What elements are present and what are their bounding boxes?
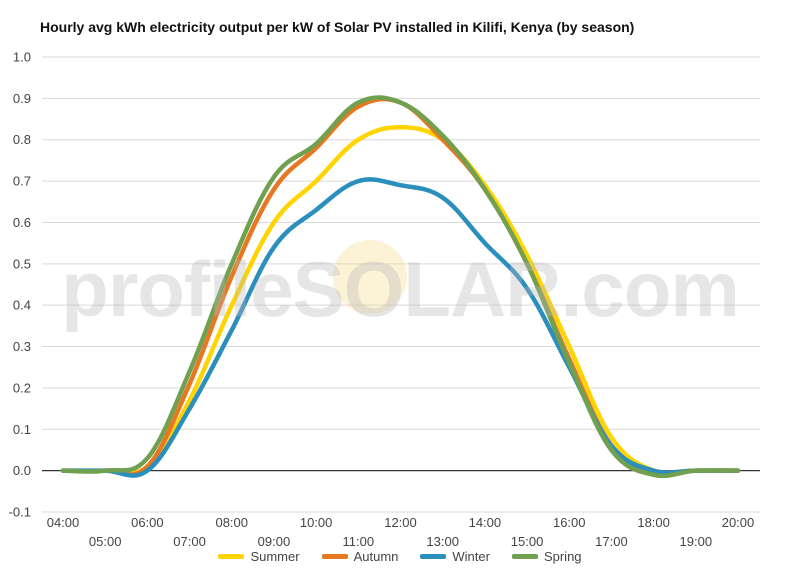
legend-swatch [218,554,245,559]
x-tick-label: 12:00 [384,515,417,530]
x-tick-label: 20:00 [722,515,755,530]
x-tick-label: 04:00 [47,515,80,530]
y-tick-label: 0.7 [13,174,31,189]
y-tick-label: 0.6 [13,215,31,230]
series-lines [60,95,741,479]
x-tick-label: 13:00 [426,534,459,549]
legend-swatch [420,554,447,559]
y-tick-label: 0.4 [13,298,31,313]
y-tick-label: 0.9 [13,91,31,106]
x-tick-label: 08:00 [215,515,248,530]
watermark-text: profileSOLAR.com [61,245,739,333]
series-line-winter [60,177,741,478]
y-tick-label: 0.8 [13,132,31,147]
legend-label: Winter [452,549,490,564]
x-tick-label: 17:00 [595,534,628,549]
x-axis-ticks: 04:00 05:00 06:00 07:00 08:00 09:00 10:00 11:00… [47,515,755,549]
y-tick-label: 0.0 [13,463,31,478]
legend-swatch [511,554,538,559]
legend-label: Spring [543,549,582,564]
x-tick-label: 18:00 [637,515,670,530]
x-tick-label: 19:00 [680,534,713,549]
chart-title: Hourly avg kWh electricity output per kW… [40,19,635,35]
x-tick-label: 16:00 [553,515,586,530]
x-tick-label: 11:00 [343,534,375,549]
y-tick-label: -0.1 [9,505,31,520]
legend-item-winter[interactable]: Winter [420,549,490,564]
x-tick-label: 07:00 [173,534,206,549]
x-tick-label: 10:00 [300,515,333,530]
legend-item-autumn[interactable]: Autumn [321,549,399,564]
legend-swatch [321,554,348,559]
legend-item-summer[interactable]: Summer [218,549,300,564]
x-tick-label: 09:00 [258,534,291,549]
y-tick-label: 1.0 [13,50,31,65]
series-line-summer [60,125,741,476]
x-tick-label: 14:00 [469,515,502,530]
y-tick-label: 0.5 [13,256,31,271]
series-line-spring [60,95,741,479]
y-tick-label: 0.2 [13,380,31,395]
watermark-sun [333,240,407,314]
legend: Summer Autumn Winter Spring [0,549,800,564]
y-tick-label: 0.3 [13,339,31,354]
x-tick-label: 06:00 [131,515,164,530]
legend-label: Summer [250,549,300,564]
legend-label: Autumn [353,549,399,564]
y-axis-ticks: 1.0 0.9 0.8 0.7 0.6 0.5 0.4 0.3 0.2 0.1 0.0 -0.1 [9,50,31,520]
y-tick-label: 0.1 [13,422,31,437]
x-tick-label: 15:00 [511,534,544,549]
x-tick-label: 05:00 [89,534,122,549]
legend-item-spring[interactable]: Spring [511,549,582,564]
